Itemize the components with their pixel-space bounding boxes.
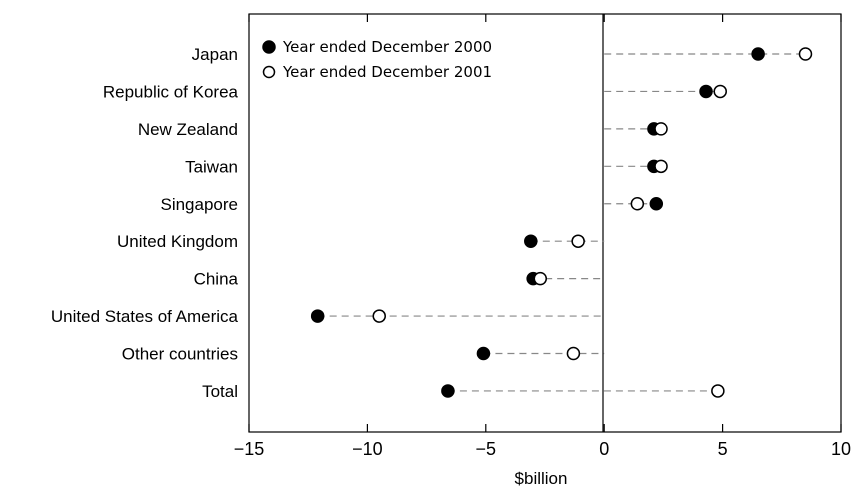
marker-2001 [571,234,585,248]
x-tick-label: −5 [476,439,497,459]
x-tick-label: 5 [718,439,728,459]
marker-2001 [711,384,725,398]
category-labels: Japan Republic of Korea New Zealand Taiwan S… [51,45,239,401]
x-tick-label: −10 [352,439,383,459]
marker-2000 [310,309,325,323]
marker-2000 [476,346,491,361]
x-tick-label: 10 [831,439,851,459]
marker-2000 [751,47,765,61]
marker-2000 [699,84,713,99]
connector-lines [317,53,806,392]
marker-2000 [649,197,664,211]
category-label: Other countries [122,345,238,364]
x-tick-label: 0 [599,439,609,459]
category-label: United States of America [51,307,239,326]
category-label: Taiwan [185,157,238,176]
marker-2001 [654,159,668,174]
marker-2000 [524,234,538,248]
category-label: China [194,270,239,289]
category-label: Singapore [160,195,238,214]
category-label: Total [202,382,238,401]
category-label: Japan [192,45,238,64]
x-axis-ticks: −15 −10 −5 0 5 10 [234,14,851,459]
marker-2000 [441,384,455,398]
plot-frame [248,13,842,433]
marker-2001 [654,122,668,136]
legend-marker-2001 [262,65,276,79]
category-label: New Zealand [138,120,238,139]
marker-2001 [533,271,548,286]
marker-2001 [713,84,727,99]
marker-2001 [566,346,581,361]
legend-label-2000: Year ended December 2000 [282,38,492,56]
category-label: United Kingdom [117,232,238,251]
x-axis-title: $billion [515,469,568,488]
marker-2001 [372,309,386,323]
marker-2001 [798,47,813,61]
marker-2001 [630,197,645,211]
data-markers [310,47,813,398]
x-tick-label: −15 [234,439,265,459]
category-label: Republic of Korea [103,82,239,101]
legend-label-2001: Year ended December 2001 [282,63,492,81]
legend-marker-2000 [262,40,276,54]
legend: Year ended December 2000 Year ended Dece… [262,38,492,81]
